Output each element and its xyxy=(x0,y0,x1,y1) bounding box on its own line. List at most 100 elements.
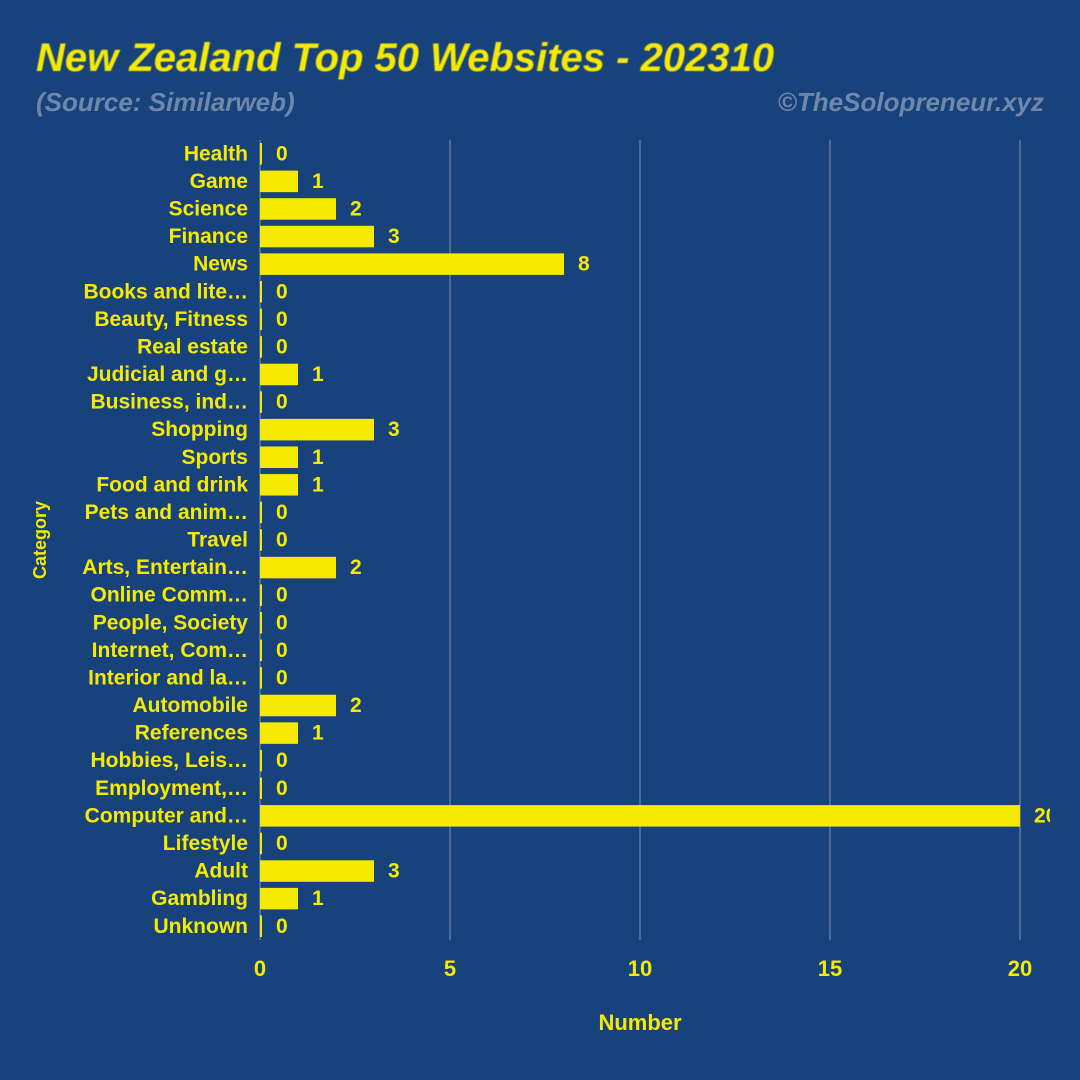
value-label: 0 xyxy=(276,529,288,552)
category-label: Beauty, Fitness xyxy=(94,308,248,331)
value-label: 0 xyxy=(276,584,288,607)
chart-title: New Zealand Top 50 Websites - 202310 xyxy=(36,36,1044,81)
value-label: 0 xyxy=(276,280,288,303)
value-label: 1 xyxy=(312,363,324,386)
value-label: 0 xyxy=(276,391,288,414)
bar xyxy=(260,750,262,772)
bar xyxy=(260,833,262,855)
value-label: 2 xyxy=(350,694,362,717)
x-tick-label: 20 xyxy=(1008,956,1032,981)
bar xyxy=(260,722,298,744)
category-label: Computer and… xyxy=(85,804,248,827)
bar xyxy=(260,336,262,358)
category-label: Adult xyxy=(194,860,248,883)
page-root: New Zealand Top 50 Websites - 202310 (So… xyxy=(0,0,1080,1080)
category-label: Science xyxy=(169,198,248,221)
bar xyxy=(260,502,262,524)
bar xyxy=(260,557,336,579)
bar xyxy=(260,143,262,165)
bar-chart: Health0Game1Science2Finance3News8Books a… xyxy=(30,130,1050,1050)
category-label: Travel xyxy=(187,529,248,552)
value-label: 0 xyxy=(276,749,288,772)
category-label: Sports xyxy=(181,446,248,469)
bar xyxy=(260,309,262,331)
value-label: 2 xyxy=(350,556,362,579)
bar xyxy=(260,529,262,551)
value-label: 1 xyxy=(312,722,324,745)
value-label: 20 xyxy=(1034,804,1050,827)
bar xyxy=(260,446,298,468)
bar xyxy=(260,640,262,662)
x-axis-title: Number xyxy=(598,1010,682,1035)
bar xyxy=(260,198,336,220)
category-label: Judicial and g… xyxy=(87,363,248,386)
value-label: 1 xyxy=(312,446,324,469)
bar xyxy=(260,226,374,248)
value-label: 3 xyxy=(388,418,400,441)
x-tick-label: 10 xyxy=(628,956,652,981)
value-label: 0 xyxy=(276,639,288,662)
y-axis-title: Category xyxy=(30,501,50,579)
value-label: 0 xyxy=(276,142,288,165)
category-label: Online Comm… xyxy=(90,584,248,607)
x-tick-label: 0 xyxy=(254,956,266,981)
category-label: Arts, Entertain… xyxy=(82,556,248,579)
category-label: Gambling xyxy=(151,887,248,910)
bar xyxy=(260,888,298,910)
chart-subtitle: (Source: Similarweb) xyxy=(36,87,295,118)
value-label: 2 xyxy=(350,198,362,221)
bar xyxy=(260,419,374,441)
bar xyxy=(260,391,262,413)
chart-credit: ©TheSolopreneur.xyz xyxy=(778,87,1044,118)
bar xyxy=(260,474,298,496)
bar xyxy=(260,667,262,689)
category-label: Hobbies, Leis… xyxy=(90,749,248,772)
value-label: 0 xyxy=(276,611,288,634)
x-tick-label: 5 xyxy=(444,956,456,981)
bar xyxy=(260,915,262,937)
bar xyxy=(260,612,262,634)
category-label: Business, ind… xyxy=(90,391,248,414)
chart-container: Health0Game1Science2Finance3News8Books a… xyxy=(30,130,1050,1050)
category-label: Lifestyle xyxy=(163,832,248,855)
subtitle-row: (Source: Similarweb) ©TheSolopreneur.xyz xyxy=(36,87,1044,118)
category-label: Internet, Com… xyxy=(92,639,248,662)
category-label: People, Society xyxy=(93,611,249,634)
bar xyxy=(260,805,1020,827)
bar xyxy=(260,860,374,882)
category-label: Real estate xyxy=(137,335,248,358)
value-label: 3 xyxy=(388,225,400,248)
category-label: References xyxy=(135,722,248,745)
value-label: 0 xyxy=(276,335,288,358)
category-label: Game xyxy=(190,170,248,193)
value-label: 0 xyxy=(276,501,288,524)
value-label: 3 xyxy=(388,860,400,883)
value-label: 1 xyxy=(312,887,324,910)
category-label: Shopping xyxy=(151,418,248,441)
bar xyxy=(260,364,298,386)
value-label: 1 xyxy=(312,473,324,496)
value-label: 8 xyxy=(578,253,590,276)
value-label: 0 xyxy=(276,777,288,800)
category-label: Health xyxy=(184,142,248,165)
category-label: Interior and la… xyxy=(88,666,248,689)
category-label: Unknown xyxy=(154,915,249,938)
value-label: 0 xyxy=(276,832,288,855)
bar xyxy=(260,253,564,275)
value-label: 0 xyxy=(276,308,288,331)
bar xyxy=(260,778,262,800)
bar xyxy=(260,584,262,606)
category-label: Books and lite… xyxy=(83,280,248,303)
bar xyxy=(260,695,336,717)
value-label: 0 xyxy=(276,666,288,689)
bar xyxy=(260,171,298,193)
value-label: 1 xyxy=(312,170,324,193)
value-label: 0 xyxy=(276,915,288,938)
bar xyxy=(260,281,262,303)
category-label: Automobile xyxy=(133,694,249,717)
category-label: Employment,… xyxy=(95,777,248,800)
category-label: News xyxy=(193,253,248,276)
category-label: Pets and anim… xyxy=(85,501,248,524)
category-label: Food and drink xyxy=(96,473,248,496)
x-tick-label: 15 xyxy=(818,956,842,981)
